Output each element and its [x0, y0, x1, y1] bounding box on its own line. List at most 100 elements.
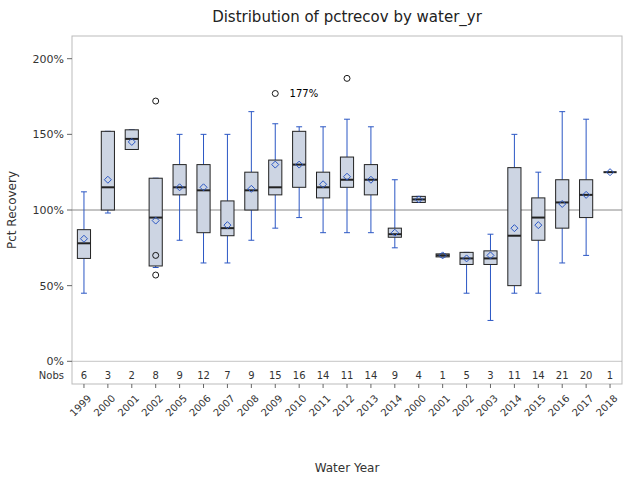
- whisker-high: [394, 180, 395, 228]
- box: [197, 165, 210, 233]
- median: [532, 217, 545, 219]
- median: [508, 235, 521, 237]
- whisker-high: [299, 127, 300, 132]
- whisker-low: [370, 195, 371, 233]
- whisker-low: [466, 264, 467, 293]
- box: [460, 252, 473, 264]
- box: [388, 228, 401, 237]
- median: [603, 171, 616, 173]
- nobs-value: 14: [532, 370, 545, 381]
- box: [340, 157, 353, 187]
- whisker-cap-low: [583, 255, 589, 256]
- whisker-high: [83, 192, 84, 230]
- box: [173, 165, 186, 195]
- mean-marker: [344, 173, 351, 180]
- whisker-cap-high: [559, 111, 565, 112]
- x-tick: [107, 384, 108, 388]
- box: [149, 178, 162, 266]
- median: [269, 186, 282, 188]
- x-tick: [466, 384, 467, 388]
- x-tick-label: 2018: [594, 393, 620, 419]
- x-tick-label: 2000: [402, 393, 428, 419]
- x-tick: [227, 384, 228, 388]
- nobs-value: 12: [197, 370, 210, 381]
- whisker-cap-high: [272, 123, 278, 124]
- mean-marker: [104, 176, 111, 183]
- mean-marker: [559, 200, 566, 207]
- flier: [153, 272, 159, 278]
- x-tick: [251, 384, 252, 388]
- nobs-value: 6: [81, 370, 87, 381]
- y-tick-label: 150%: [33, 128, 64, 141]
- x-tick-label: 2001: [116, 393, 142, 419]
- whisker-cap-high: [583, 119, 589, 120]
- mean-marker: [272, 161, 279, 168]
- whisker-cap-high: [296, 126, 302, 127]
- whisker-low: [203, 233, 204, 263]
- x-tick: [299, 384, 300, 388]
- chart-container: Distribution of pctrecov by water_yrWate…: [0, 0, 640, 480]
- nobs-value: 14: [317, 370, 330, 381]
- x-tick: [131, 384, 132, 388]
- median: [245, 189, 258, 191]
- nobs-value: 20: [580, 370, 593, 381]
- nobs-value: 21: [556, 370, 569, 381]
- separator-line: [72, 361, 622, 362]
- whisker-high: [347, 119, 348, 157]
- x-tick: [155, 384, 156, 388]
- whisker-cap-high: [511, 134, 517, 135]
- y-tick-label: 100%: [33, 204, 64, 217]
- x-tick: [418, 384, 419, 388]
- x-tick-label: 2003: [474, 393, 500, 419]
- whisker-high: [203, 134, 204, 164]
- plot-frame: [72, 36, 622, 384]
- mean-marker: [320, 181, 327, 188]
- y-tick-label: 200%: [33, 53, 64, 66]
- whisker-low: [275, 195, 276, 228]
- x-tick: [203, 384, 204, 388]
- mean-marker: [607, 169, 614, 176]
- box: [364, 165, 377, 195]
- mean-marker: [487, 252, 494, 259]
- median: [101, 186, 114, 188]
- whisker-cap-low: [177, 240, 183, 241]
- x-tick-label: 2016: [546, 393, 572, 419]
- whisker-cap-low: [296, 217, 302, 218]
- whisker-cap-low: [559, 262, 565, 263]
- annotation: 177%: [290, 88, 319, 99]
- x-tick-label: 2006: [187, 393, 213, 419]
- whisker-cap-high: [320, 126, 326, 127]
- x-tick-label: 2017: [570, 393, 596, 419]
- x-tick-label: 2002: [450, 393, 476, 419]
- box: [532, 198, 545, 240]
- nobs-value: 11: [341, 370, 354, 381]
- nobs-value: 4: [416, 370, 422, 381]
- nobs-value: 9: [248, 370, 254, 381]
- mean-marker: [224, 222, 231, 229]
- whisker-cap-low: [248, 240, 254, 241]
- box: [125, 130, 138, 150]
- x-tick-label: 2000: [92, 393, 118, 419]
- nobs-value: 1: [607, 370, 613, 381]
- whisker-low: [490, 264, 491, 320]
- nobs-value: 7: [224, 370, 230, 381]
- whisker-high: [490, 234, 491, 251]
- flier: [153, 98, 159, 104]
- x-tick-label: 2002: [139, 393, 165, 419]
- box: [317, 172, 330, 198]
- whisker-high: [275, 124, 276, 160]
- whisker-cap-low: [535, 293, 541, 294]
- box: [580, 180, 593, 218]
- x-tick: [323, 384, 324, 388]
- whisker-cap-high: [224, 134, 230, 135]
- nobs-value: 11: [508, 370, 521, 381]
- box: [101, 131, 114, 210]
- x-tick-label: 2010: [283, 393, 309, 419]
- median: [580, 194, 593, 196]
- box: [556, 180, 569, 228]
- whisker-cap-low: [464, 293, 470, 294]
- nobs-value: 16: [293, 370, 306, 381]
- x-tick-label: 1999: [68, 393, 94, 419]
- y-tick: [67, 361, 72, 362]
- mean-marker: [439, 252, 446, 259]
